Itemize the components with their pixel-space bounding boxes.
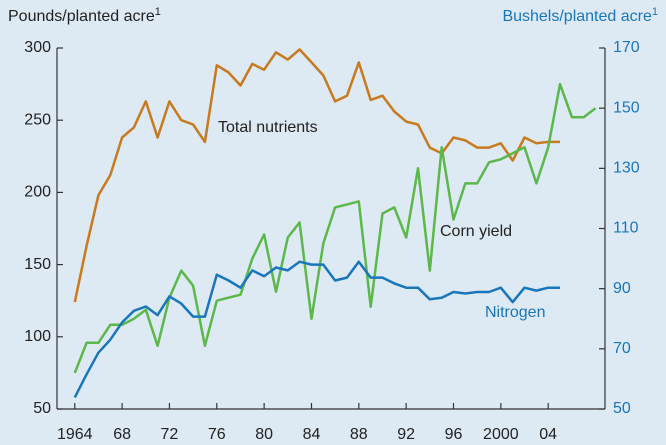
y2-tick-label: 70 <box>613 340 631 357</box>
x-tick-label: 76 <box>208 426 226 443</box>
series-line <box>73 48 560 303</box>
series-line <box>73 82 597 374</box>
y-tick-label: 100 <box>24 328 51 345</box>
x-tick-label: 72 <box>161 426 179 443</box>
x-tick-label: 68 <box>113 426 131 443</box>
y-axis-title: Pounds/planted acre1 <box>8 6 161 25</box>
x-tick-label: 88 <box>350 426 368 443</box>
series-label: Nitrogen <box>485 304 545 321</box>
series-line <box>73 260 560 398</box>
y2-tick-label: 150 <box>613 99 640 116</box>
y2-tick-label: 170 <box>613 39 640 56</box>
y-tick-label: 300 <box>24 39 51 56</box>
y2-tick-label: 50 <box>613 400 631 417</box>
y-tick-label: 150 <box>24 256 51 273</box>
y2-axis-title-text: Bushels/planted acre <box>502 8 652 25</box>
x-tick-label: 80 <box>255 426 273 443</box>
y2-axis-title-note: 1 <box>652 6 658 18</box>
y-tick-label: 50 <box>33 400 51 417</box>
series-label: Corn yield <box>440 223 512 240</box>
y2-axis-title: Bushels/planted acre1 <box>502 6 658 25</box>
x-tick-label: 84 <box>303 426 321 443</box>
y-tick-label: 200 <box>24 184 51 201</box>
y-axis-title-text: Pounds/planted acre <box>8 8 155 25</box>
x-tick-label: 2000 <box>483 426 519 443</box>
series-label: Total nutrients <box>218 119 318 136</box>
y-axis-title-note: 1 <box>155 6 161 18</box>
y2-tick-label: 110 <box>613 220 639 237</box>
x-tick-label: 04 <box>539 426 557 443</box>
y-tick-label: 250 <box>24 111 51 128</box>
x-tick-label: 96 <box>445 426 463 443</box>
y2-tick-label: 90 <box>613 280 631 297</box>
x-tick-label: 1964 <box>57 426 93 443</box>
x-tick-label: 92 <box>397 426 415 443</box>
y2-tick-label: 130 <box>613 160 640 177</box>
